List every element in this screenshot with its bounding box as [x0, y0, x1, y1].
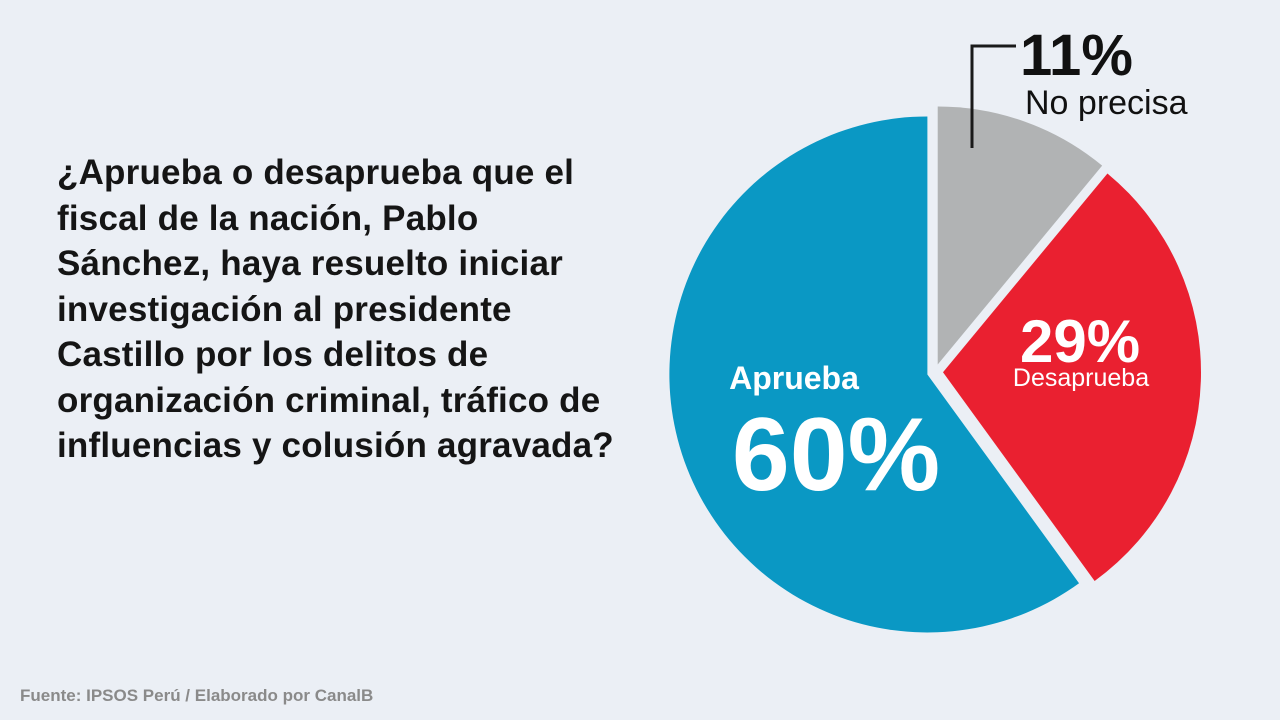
survey-question: ¿Aprueba o desaprueba que el fiscal de l… [57, 153, 614, 465]
no-precisa-leader-line [970, 44, 1016, 148]
aprueba-value-label: 60% [732, 397, 940, 513]
pie-slice-desaprueba [942, 173, 1201, 581]
desaprueba-value-label: 29% [1020, 308, 1140, 375]
source-note: Fuente: IPSOS Perú / Elaborado por Canal… [20, 686, 374, 705]
pie-slices [669, 106, 1201, 633]
aprueba-name-label: Aprueba [729, 360, 859, 396]
pie-slice-aprueba [669, 116, 1080, 633]
pie-slice-no-precisa [937, 106, 1103, 365]
desaprueba-name-label: Desaprueba [1013, 364, 1149, 392]
no-precisa-value-label: 11% [1020, 23, 1133, 88]
no-precisa-name-label: No precisa [1025, 84, 1188, 122]
